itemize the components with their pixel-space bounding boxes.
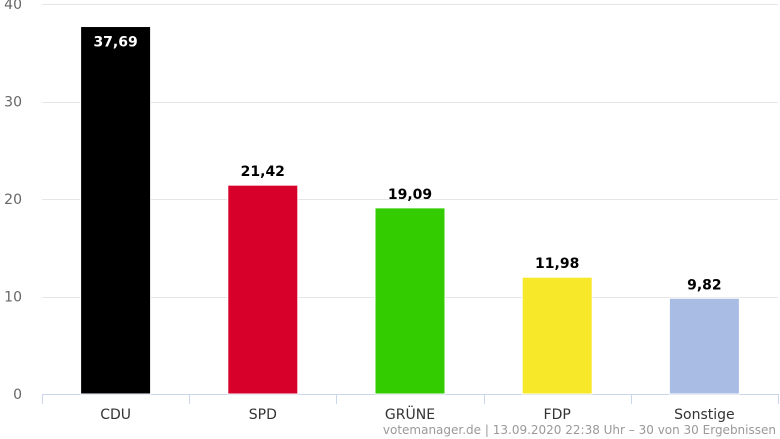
y-tick-label: 20 [4, 192, 22, 208]
data-label: 37,69 [93, 35, 137, 51]
data-label: 9,82 [687, 277, 722, 293]
bar-grne [374, 207, 446, 395]
data-label: 11,98 [535, 256, 579, 272]
x-axis [42, 394, 779, 404]
data-label: 19,09 [388, 187, 432, 203]
y-tick-label: 40 [4, 0, 22, 13]
credit-separator: | [481, 423, 493, 437]
bar-sonstige [668, 297, 740, 395]
data-labels: 37,69 21,42 19,09 11,98 9,82 [93, 35, 721, 294]
bar-fdp [521, 276, 593, 395]
y-tick-label: 10 [4, 290, 22, 306]
source-credit: votemanager.de | 13.09.2020 22:38 Uhr – … [383, 423, 776, 437]
bar-cdu [80, 26, 152, 395]
x-category-label: Sonstige [674, 407, 735, 423]
bars [80, 26, 740, 395]
x-category-label: GRÜNE [385, 405, 435, 423]
x-category-label: CDU [100, 407, 131, 423]
bar-spd [227, 184, 299, 395]
y-axis-ticks: 0 10 20 30 40 [4, 0, 22, 403]
credit-source: votemanager.de [382, 423, 482, 437]
category-labels: CDU SPD GRÜNE FDP Sonstige [100, 405, 734, 423]
x-category-label: SPD [249, 407, 277, 423]
x-category-label: FDP [544, 407, 571, 423]
y-tick-label: 30 [4, 95, 22, 111]
credit-timestamp: 13.09.2020 22:38 Uhr – 30 von 30 Ergebni… [492, 423, 776, 437]
data-label: 21,42 [241, 164, 285, 180]
y-tick-label: 0 [13, 387, 22, 403]
